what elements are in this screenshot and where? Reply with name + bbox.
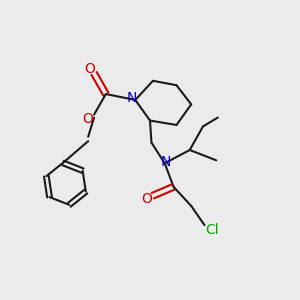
Text: O: O: [141, 193, 152, 206]
Text: O: O: [84, 62, 95, 76]
Text: Cl: Cl: [205, 223, 219, 237]
Text: N: N: [161, 155, 171, 169]
Text: O: O: [83, 112, 94, 126]
Text: N: N: [127, 91, 137, 105]
